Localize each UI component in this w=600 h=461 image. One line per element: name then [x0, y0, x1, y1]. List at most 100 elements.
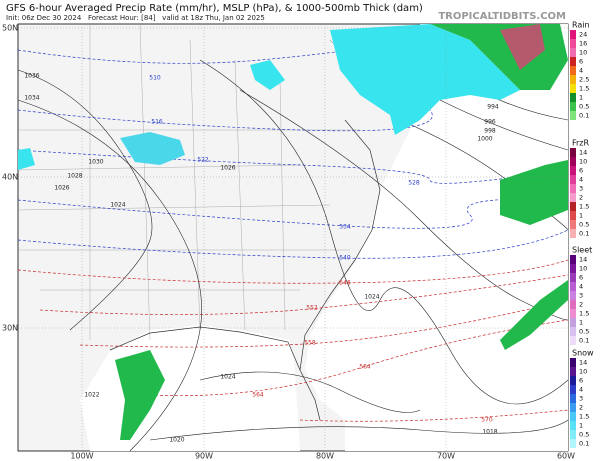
isobar-label: 1022: [84, 392, 99, 399]
legend-swatch: [570, 157, 576, 166]
legend-level: 2: [579, 194, 583, 202]
legend-level: 6: [579, 274, 583, 282]
thickness-label: 522: [197, 157, 209, 164]
isobar-label: 1024: [110, 202, 125, 209]
site-name: TROPICALTIDBITS.COM: [438, 11, 566, 22]
isobar-label: 1028: [67, 173, 82, 180]
legend-level: 10: [579, 265, 587, 273]
legend-swatch: [570, 300, 576, 309]
legend-level: 6: [579, 167, 583, 175]
legend-swatch: [570, 75, 576, 84]
isobar-label: 1030: [88, 159, 103, 166]
legend-level: 0.1: [579, 337, 589, 345]
legend-level: 24: [579, 31, 587, 39]
legend-swatch: [570, 111, 576, 120]
thickness-label: 564: [252, 392, 264, 399]
legend-swatch: [570, 376, 576, 385]
legend-swatch: [570, 385, 576, 394]
isobar-label: 1024: [364, 294, 379, 301]
thickness-label: 570: [481, 417, 493, 424]
legend-level: 10: [579, 368, 587, 376]
legend-swatch: [570, 358, 576, 367]
legend-swatch: [570, 166, 576, 175]
legend-level: 4: [579, 386, 583, 394]
legend-level: 0.5: [579, 103, 589, 111]
legend-title: Sleet: [572, 246, 592, 255]
legend-level: 4: [579, 67, 583, 75]
legend-swatch: [570, 57, 576, 66]
legend-swatch: [570, 318, 576, 327]
legend-level: 4: [579, 176, 583, 184]
legend-title: Rain: [572, 21, 590, 30]
legend-swatch: [570, 430, 576, 439]
thickness-label: 552: [306, 305, 318, 312]
legend-level: 4: [579, 283, 583, 291]
thickness-label: 564: [359, 364, 371, 371]
legend-swatch: [570, 255, 576, 264]
legend-level: 0.5: [579, 431, 589, 439]
lon-label: 100W: [70, 452, 93, 461]
legend-level: 2: [579, 404, 583, 412]
legend-swatch: [570, 220, 576, 229]
legend-swatch: [570, 229, 576, 238]
legend-level: 2: [579, 301, 583, 309]
precipitation: [18, 24, 568, 440]
thickness-label: 528: [408, 180, 420, 187]
map-frame: [17, 23, 569, 452]
legend-level: 14: [579, 149, 587, 157]
legend-swatch: [570, 30, 576, 39]
legend-level: 10: [579, 49, 587, 57]
legend-swatch: [570, 93, 576, 102]
legend-swatch: [570, 336, 576, 345]
legend-swatch: [570, 148, 576, 157]
isobar-label: 1024: [220, 374, 235, 381]
legend-level: 10: [579, 158, 587, 166]
thickness-label: 546: [339, 280, 351, 287]
legend-level: 3: [579, 185, 583, 193]
legend-swatch: [570, 327, 576, 336]
graticule: [18, 24, 568, 451]
legend-swatch: [570, 66, 576, 75]
legend-title: Snow: [572, 349, 594, 358]
lon-label: 70W: [437, 452, 455, 461]
lon-label: 80W: [316, 452, 334, 461]
isobar-label: 1000: [477, 136, 492, 143]
legend-swatch: [570, 184, 576, 193]
legend-swatch: [570, 175, 576, 184]
legend-swatch: [570, 403, 576, 412]
legend-swatch: [570, 39, 576, 48]
isobar-label: 1026: [220, 165, 235, 172]
legend-level: 16: [579, 40, 587, 48]
legend-swatch: [570, 367, 576, 376]
legend-swatch: [570, 412, 576, 421]
legend-swatch: [570, 193, 576, 202]
legend-swatch: [570, 202, 576, 211]
title: GFS 6-hour Averaged Precip Rate (mm/hr),…: [6, 3, 423, 14]
legend-swatch: [570, 273, 576, 282]
legend-level: 1.5: [579, 310, 589, 318]
legend-level: 1: [579, 212, 583, 220]
legend-level: 6: [579, 377, 583, 385]
legend-level: 0.1: [579, 112, 589, 120]
thickness-label: 558: [304, 340, 316, 347]
legend-swatch: [570, 394, 576, 403]
isobar-label: 1018: [482, 429, 497, 436]
lon-label: 60W: [557, 452, 575, 461]
labels: 50N 40N 30N 100W 90W 80W 70W 60W 1036 1034 1030 102…: [2, 24, 575, 461]
thickness-label: 534: [339, 224, 351, 231]
legend-level: 0.1: [579, 440, 589, 448]
legend-swatch: [570, 211, 576, 220]
lon-label: 90W: [195, 452, 213, 461]
lat-label: 50N: [2, 24, 18, 33]
legend-swatch: [570, 264, 576, 273]
legend-level: 1.5: [579, 203, 589, 211]
legend-swatch: [570, 421, 576, 430]
legend-level: 0.5: [579, 221, 589, 229]
legend-level: 0.1: [579, 230, 589, 238]
isobar-label: 994: [487, 104, 499, 111]
thickness-label: 540: [339, 255, 351, 262]
legend-title: FrzR: [572, 139, 590, 148]
legend-swatch: [570, 309, 576, 318]
legend-level: 3: [579, 395, 583, 403]
